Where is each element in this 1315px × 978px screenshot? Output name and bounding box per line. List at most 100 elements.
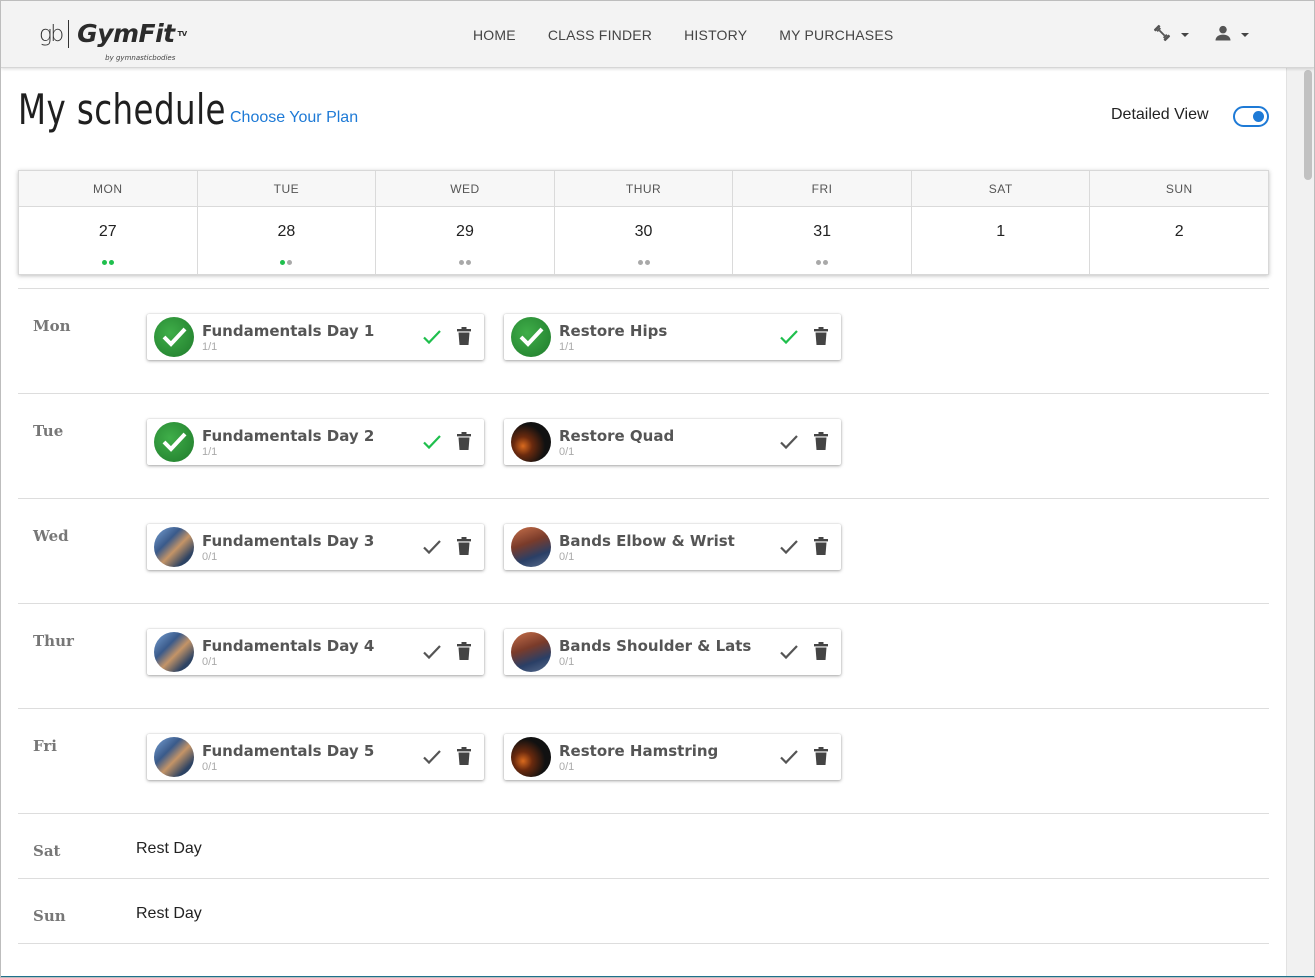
class-card[interactable]: Fundamentals Day 1 1/1: [147, 314, 484, 360]
rest-day-text: Rest Day: [136, 840, 202, 857]
week-day-thur[interactable]: THUR 30: [554, 171, 734, 274]
class-title: Fundamentals Day 2: [202, 427, 375, 445]
week-day-tue[interactable]: TUE 28: [197, 171, 377, 274]
completed-check-icon[interactable]: [422, 433, 442, 451]
day-label: Fri: [33, 737, 57, 755]
class-progress-count: 0/1: [559, 761, 575, 773]
scrollbar-thumb[interactable]: [1304, 70, 1312, 180]
class-title: Fundamentals Day 1: [202, 322, 375, 340]
class-card[interactable]: Restore Quad 0/1: [504, 419, 841, 465]
nav-history[interactable]: HISTORY: [684, 26, 748, 43]
trash-icon[interactable]: [814, 432, 828, 450]
day-label: Sat: [33, 842, 61, 860]
week-day-name: SUN: [1090, 171, 1269, 207]
class-thumbnail: [154, 422, 194, 462]
day-label: Tue: [33, 422, 64, 440]
check-icon: [160, 323, 188, 356]
trash-icon[interactable]: [457, 537, 471, 555]
equipment-menu[interactable]: [1151, 23, 1189, 47]
trash-icon[interactable]: [814, 327, 828, 345]
rest-day-text: Rest Day: [136, 905, 202, 922]
class-card[interactable]: Bands Elbow & Wrist 0/1: [504, 524, 841, 570]
mark-complete-icon[interactable]: [422, 643, 442, 661]
class-progress-count: 0/1: [202, 761, 218, 773]
class-card[interactable]: Fundamentals Day 2 1/1: [147, 419, 484, 465]
trash-icon[interactable]: [457, 327, 471, 345]
main-nav: HOME CLASS FINDER HISTORY MY PURCHASES: [473, 1, 893, 68]
week-day-mon[interactable]: MON 27: [19, 171, 198, 274]
class-card[interactable]: Restore Hamstring 0/1: [504, 734, 841, 780]
class-card[interactable]: Fundamentals Day 4 0/1: [147, 629, 484, 675]
week-day-date: 31: [813, 223, 831, 240]
class-title: Restore Hamstring: [559, 742, 719, 760]
user-icon: [1213, 23, 1233, 48]
row-divider: [18, 393, 1269, 394]
user-menu[interactable]: [1213, 23, 1249, 47]
class-progress-count: 0/1: [202, 656, 218, 668]
pending-dot: [637, 260, 643, 265]
pending-dot: [816, 260, 822, 265]
class-title: Bands Shoulder & Lats: [559, 637, 752, 655]
trash-icon[interactable]: [814, 642, 828, 660]
chevron-down-icon: [1181, 33, 1189, 37]
check-icon: [160, 428, 188, 461]
completed-check-icon[interactable]: [779, 328, 799, 346]
day-label: Mon: [33, 317, 71, 335]
logo-wordmark: GymFit TV by gymnasticbodies: [77, 21, 187, 63]
trash-icon[interactable]: [457, 747, 471, 765]
class-progress-count: 0/1: [559, 446, 575, 458]
week-day-date: 28: [277, 223, 296, 240]
class-card[interactable]: Bands Shoulder & Lats 0/1: [504, 629, 841, 675]
choose-plan-link[interactable]: Choose Your Plan: [230, 109, 359, 126]
week-day-date: 27: [98, 223, 117, 240]
week-day-date: 1: [996, 223, 1006, 240]
mark-complete-icon[interactable]: [779, 748, 799, 766]
class-card[interactable]: Restore Hips 1/1: [504, 314, 841, 360]
day-label: Thur: [33, 632, 74, 650]
vertical-scrollbar[interactable]: [1286, 68, 1314, 977]
mark-complete-icon[interactable]: [422, 538, 442, 556]
week-day-progress: [19, 260, 197, 265]
class-progress-count: 1/1: [202, 446, 218, 458]
detailed-view-label: Detailed View: [1111, 106, 1209, 123]
week-day-sat[interactable]: SAT 1: [911, 171, 1091, 274]
class-card[interactable]: Fundamentals Day 3 0/1: [147, 524, 484, 570]
trash-icon[interactable]: [814, 537, 828, 555]
week-day-progress: [555, 260, 733, 265]
trash-icon[interactable]: [814, 747, 828, 765]
class-card[interactable]: Fundamentals Day 5 0/1: [147, 734, 484, 780]
mark-complete-icon[interactable]: [779, 538, 799, 556]
page-title: My schedule: [18, 85, 226, 134]
top-header: gb GymFit TV by gymnasticbodies HOME CLA…: [1, 1, 1314, 68]
row-divider: [18, 288, 1269, 289]
completed-dot: [280, 260, 286, 265]
detailed-view-toggle[interactable]: [1233, 106, 1269, 127]
pending-dot: [287, 260, 293, 265]
row-divider: [18, 708, 1269, 709]
week-day-name: SAT: [911, 171, 1090, 207]
class-thumbnail: [154, 632, 194, 672]
nav-class-finder[interactable]: CLASS FINDER: [547, 26, 653, 43]
trash-icon[interactable]: [457, 642, 471, 660]
class-thumbnail: [154, 317, 194, 357]
pending-dot: [644, 260, 650, 265]
week-calendar: MON 27 TUE 28 WED 29 THUR 30 FRI 31 SAT 1 SUN 2: [18, 170, 1269, 275]
mark-complete-icon[interactable]: [422, 748, 442, 766]
nav-home[interactable]: HOME: [473, 26, 516, 43]
class-progress-count: 1/1: [559, 341, 575, 353]
week-day-progress: [733, 260, 911, 265]
trash-icon[interactable]: [457, 432, 471, 450]
week-day-wed[interactable]: WED 29: [376, 171, 555, 274]
week-day-sun[interactable]: SUN 2: [1090, 171, 1269, 274]
class-thumbnail: [511, 527, 551, 567]
class-progress-count: 1/1: [202, 341, 218, 353]
gymfit-logo[interactable]: gb GymFit TV by gymnasticbodies: [39, 17, 187, 63]
completed-check-icon[interactable]: [422, 328, 442, 346]
week-day-fri[interactable]: FRI 31: [733, 171, 912, 274]
pending-dot: [465, 260, 471, 265]
dumbbell-icon: [1151, 22, 1173, 49]
mark-complete-icon[interactable]: [779, 643, 799, 661]
mark-complete-icon[interactable]: [779, 433, 799, 451]
nav-my-purchases[interactable]: MY PURCHASES: [779, 26, 894, 43]
